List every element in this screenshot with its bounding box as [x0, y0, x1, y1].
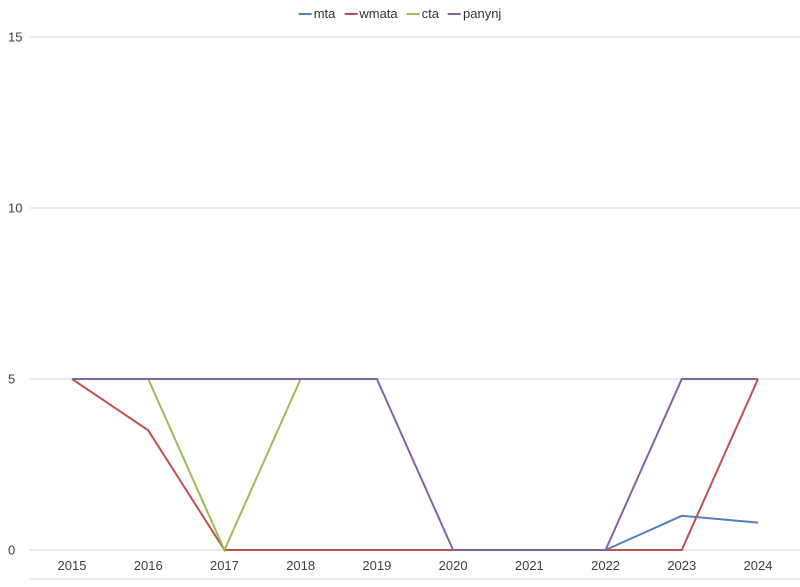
- legend-marker-mta-icon: [298, 13, 312, 15]
- legend-label-wmata: wmata: [359, 6, 398, 21]
- data-series: [71, 378, 759, 553]
- series-line-cta: [147, 378, 302, 553]
- legend-marker-panynj-icon: [448, 13, 461, 15]
- legend-label-cta: cta: [421, 6, 439, 21]
- x-axis-tick-labels: 2015 2016 2017 2018 2019 2020 2021 2022 2023 2024: [58, 558, 773, 573]
- y-tick-label-10: 10: [8, 201, 22, 216]
- y-tick-label-15: 15: [8, 30, 22, 45]
- y-tick-label-0: 0: [8, 543, 15, 558]
- gridlines: [30, 36, 800, 580]
- series-line-wmata: [71, 378, 759, 551]
- x-tick-label-2020: 2020: [439, 558, 468, 573]
- legend-label-mta: mta: [313, 6, 336, 21]
- x-tick-label-2024: 2024: [744, 558, 773, 573]
- legend-marker-cta-icon: [406, 13, 420, 15]
- y-axis-tick-labels: 0 5 10 15: [8, 30, 22, 558]
- legend-item-wmata: wmata: [344, 6, 398, 22]
- legend-item-panynj: panynj: [448, 6, 501, 22]
- y-tick-label-5: 5: [8, 372, 15, 387]
- series-line-panynj: [72, 378, 758, 551]
- x-tick-label-2019: 2019: [362, 558, 391, 573]
- legend-item-cta: cta: [406, 6, 439, 22]
- x-tick-label-2017: 2017: [210, 558, 239, 573]
- x-tick-label-2023: 2023: [667, 558, 696, 573]
- x-tick-label-2016: 2016: [134, 558, 163, 573]
- x-tick-label-2018: 2018: [286, 558, 315, 573]
- legend-marker-wmata-icon: [344, 13, 358, 15]
- chart-legend: mta wmata cta panynj: [298, 6, 501, 22]
- x-tick-label-2021: 2021: [515, 558, 544, 573]
- series-line-mta: [605, 514, 759, 551]
- legend-item-mta: mta: [298, 6, 336, 22]
- x-tick-label-2022: 2022: [591, 558, 620, 573]
- legend-label-panynj: panynj: [463, 6, 502, 21]
- x-tick-label-2015: 2015: [58, 558, 87, 573]
